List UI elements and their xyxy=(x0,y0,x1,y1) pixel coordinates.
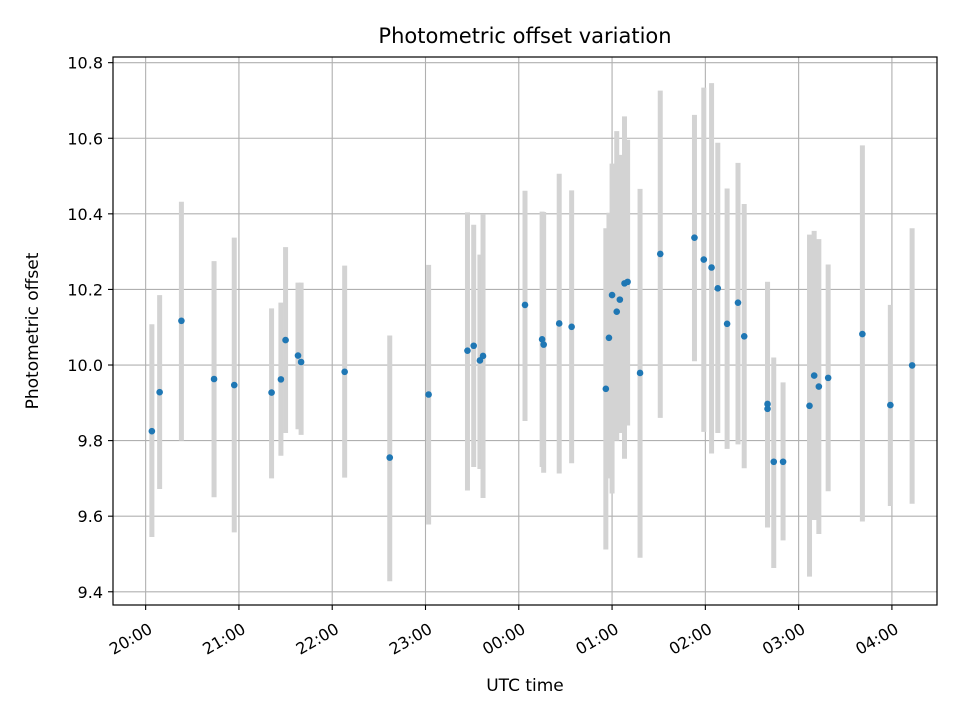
data-point xyxy=(277,376,285,383)
chart-title: Photometric offset variation xyxy=(378,24,671,48)
data-point xyxy=(764,400,771,408)
data-point xyxy=(636,369,644,377)
data-point xyxy=(815,383,823,390)
y-tick-label: 10.4 xyxy=(67,205,103,224)
data-point xyxy=(723,320,731,328)
data-point xyxy=(740,332,748,340)
data-point xyxy=(230,381,238,389)
data-point xyxy=(708,264,715,271)
data-point xyxy=(479,352,487,360)
data-point xyxy=(297,358,305,366)
data-point xyxy=(568,323,575,331)
data-point xyxy=(908,362,916,369)
data-points xyxy=(148,234,916,466)
data-point xyxy=(425,391,432,398)
data-point xyxy=(540,341,547,348)
data-point xyxy=(605,334,613,342)
data-point xyxy=(714,284,722,292)
data-point xyxy=(656,250,664,258)
data-point xyxy=(178,317,185,325)
data-point xyxy=(887,401,894,409)
data-point xyxy=(156,388,163,396)
data-point xyxy=(764,405,771,413)
data-point xyxy=(294,352,302,359)
data-point xyxy=(624,278,631,286)
data-point xyxy=(464,347,471,354)
data-point xyxy=(700,256,708,263)
y-tick-label: 10.0 xyxy=(67,356,103,375)
data-point xyxy=(608,291,616,299)
y-tick-label: 10.6 xyxy=(67,129,103,148)
data-point xyxy=(538,336,546,343)
x-axis-label: UTC time xyxy=(486,676,564,696)
y-axis: 9.4 9.6 9.8 10.0 10.2 10.4 10.6 10.8 xyxy=(67,54,113,602)
plot-frame xyxy=(112,56,938,606)
data-point xyxy=(770,458,778,466)
data-point xyxy=(341,368,348,376)
data-point xyxy=(470,342,477,350)
data-point xyxy=(824,374,832,382)
data-point xyxy=(386,454,394,461)
y-tick-label: 9.4 xyxy=(78,583,103,602)
data-point xyxy=(616,296,624,303)
y-tick-label: 10.8 xyxy=(67,54,103,73)
data-point xyxy=(806,402,813,410)
y-tick-label: 10.2 xyxy=(67,280,103,299)
data-point xyxy=(210,375,218,383)
data-point xyxy=(810,372,818,379)
data-point xyxy=(148,427,156,435)
data-point xyxy=(268,389,275,396)
data-point xyxy=(555,320,563,327)
data-point xyxy=(691,234,698,241)
data-point xyxy=(602,385,610,393)
data-point xyxy=(859,330,866,338)
y-axis-label: Photometric offset xyxy=(23,252,43,409)
y-tick-label: 9.8 xyxy=(78,432,103,451)
data-point xyxy=(779,458,787,466)
data-point xyxy=(282,336,289,344)
y-tick-label: 9.6 xyxy=(78,507,103,526)
data-point xyxy=(734,299,742,306)
data-point xyxy=(521,301,529,309)
data-point xyxy=(613,308,621,316)
